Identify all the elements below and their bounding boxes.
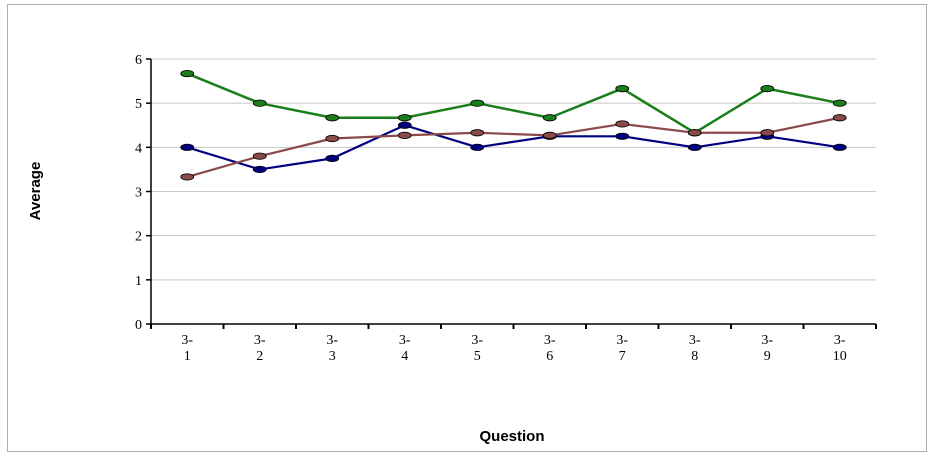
data-point [615, 120, 630, 128]
data-point [542, 114, 557, 122]
line-chart: 0 1 2 3 4 5 6 3-1 3-2 3-3 3-4 3-5 3-6 3-7 3-8 3-9 3-10 A… [27, 53, 877, 445]
y-tick-label: 4 [135, 141, 142, 156]
y-tick-label: 5 [135, 97, 142, 112]
data-point [180, 69, 195, 78]
axes [146, 58, 877, 329]
data-point [252, 99, 267, 107]
y-tick-label: 6 [135, 53, 142, 68]
data-point [687, 129, 702, 137]
x-axis-title: Question [479, 428, 544, 445]
data-point [470, 99, 485, 107]
series-line-3 [186, 116, 840, 178]
series-line-1 [186, 72, 840, 135]
data-point [325, 134, 340, 143]
data-point [252, 152, 267, 160]
data-point [470, 129, 485, 137]
data-point [180, 143, 195, 151]
data-point [397, 121, 412, 129]
x-tick-label: 3-6 [544, 333, 556, 364]
data-point [760, 84, 775, 93]
series-layer [180, 69, 847, 181]
data-point [180, 173, 195, 181]
data-point [252, 165, 267, 174]
x-tick-label: 3-8 [689, 333, 701, 364]
data-point [397, 131, 412, 140]
x-tick-label: 3-3 [326, 333, 338, 364]
data-point [687, 143, 702, 151]
x-tick-label: 3-9 [761, 333, 773, 364]
data-point [397, 114, 412, 122]
data-point [832, 114, 847, 122]
data-point [325, 154, 340, 162]
y-tick-label: 1 [135, 274, 142, 289]
data-point [832, 143, 847, 151]
x-tick-label: 3-7 [616, 333, 628, 364]
grid-lines [151, 58, 876, 281]
data-point [832, 99, 847, 107]
x-tick-label: 3-10 [833, 333, 847, 364]
data-point [760, 129, 775, 137]
series-line-2 [186, 124, 840, 171]
data-point [615, 132, 630, 140]
data-point [615, 84, 630, 93]
y-tick-label: 0 [135, 318, 142, 333]
x-tick-label: 3-5 [471, 333, 483, 364]
x-tick-label: 3-4 [399, 333, 411, 364]
x-tick-label: 3-1 [181, 333, 193, 364]
x-tick-label: 3-2 [254, 333, 266, 364]
y-axis-title: Average [27, 162, 44, 221]
data-point [325, 114, 340, 122]
y-tick-label: 2 [135, 230, 142, 245]
tick-labels: 0 1 2 3 4 5 6 3-1 3-2 3-3 3-4 3-5 3-6 3-7 3-8 3-9 3-10 [135, 53, 847, 364]
data-point [542, 131, 557, 140]
data-point [470, 143, 485, 151]
y-tick-label: 3 [135, 186, 142, 201]
chart-frame: 0 1 2 3 4 5 6 3-1 3-2 3-3 3-4 3-5 3-6 3-7 3-8 3-9 3-10 A… [7, 4, 927, 452]
